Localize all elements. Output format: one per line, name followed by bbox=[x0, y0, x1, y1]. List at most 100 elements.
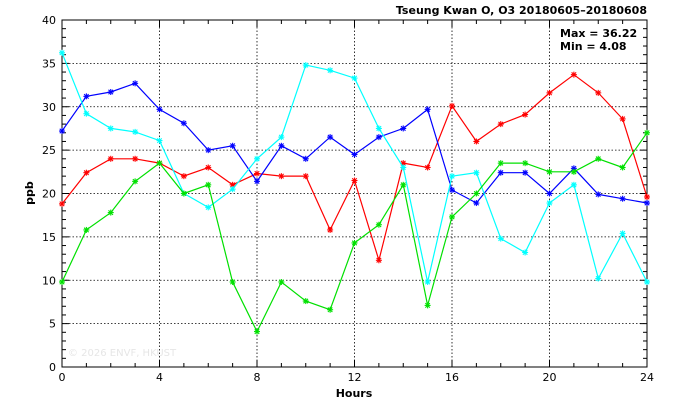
data-point bbox=[522, 249, 529, 256]
data-point bbox=[619, 230, 626, 237]
data-point bbox=[278, 278, 285, 285]
data-point bbox=[351, 151, 358, 158]
series-line bbox=[61, 132, 648, 333]
data-point bbox=[595, 191, 602, 198]
x-tick-label: 4 bbox=[156, 371, 163, 384]
data-point bbox=[400, 164, 407, 171]
data-point bbox=[375, 134, 382, 141]
series-1 bbox=[59, 71, 650, 264]
data-point bbox=[107, 155, 114, 162]
data-point bbox=[278, 173, 285, 180]
data-point bbox=[424, 106, 431, 113]
data-point bbox=[497, 160, 504, 167]
data-point bbox=[254, 178, 260, 185]
data-point bbox=[644, 278, 650, 285]
data-point bbox=[83, 110, 90, 117]
data-point bbox=[327, 306, 334, 313]
chart-title: Tseung Kwan O, O3 20180605–20180608 bbox=[396, 4, 647, 17]
data-point bbox=[205, 181, 212, 188]
data-point bbox=[278, 134, 285, 141]
data-point bbox=[327, 67, 334, 74]
data-point bbox=[449, 213, 455, 220]
data-point bbox=[473, 200, 480, 207]
data-point bbox=[83, 226, 90, 233]
data-point bbox=[619, 115, 626, 122]
data-point bbox=[229, 142, 236, 149]
data-point bbox=[595, 155, 602, 162]
data-point bbox=[156, 137, 163, 144]
data-point bbox=[302, 173, 309, 180]
y-axis-title: ppb bbox=[23, 181, 36, 205]
watermark: © 2026 ENVF, HKUST bbox=[68, 348, 177, 359]
data-point bbox=[302, 298, 309, 305]
data-point bbox=[59, 128, 65, 135]
y-tick-label: 0 bbox=[49, 361, 56, 374]
x-tick-label: 20 bbox=[543, 371, 557, 384]
y-tick-label: 25 bbox=[42, 144, 56, 157]
data-point bbox=[449, 173, 455, 180]
series-3 bbox=[59, 49, 650, 285]
data-point bbox=[497, 121, 504, 128]
data-point bbox=[644, 193, 650, 200]
data-point bbox=[497, 235, 504, 242]
data-point bbox=[546, 200, 553, 207]
data-point bbox=[229, 186, 236, 193]
data-point bbox=[254, 170, 260, 177]
y-tick-label: 15 bbox=[42, 231, 56, 244]
data-point bbox=[156, 106, 163, 113]
data-point bbox=[351, 177, 358, 184]
data-point bbox=[473, 169, 480, 176]
data-point bbox=[132, 80, 139, 87]
y-tick-labels: 0 5 10 15 20 25 30 35 40 bbox=[42, 14, 56, 374]
data-point bbox=[424, 278, 431, 285]
grid bbox=[62, 20, 647, 367]
max-readout: Max = 36.22 bbox=[560, 27, 637, 40]
data-point bbox=[570, 181, 577, 188]
y-tick-label: 35 bbox=[42, 57, 56, 70]
data-point bbox=[205, 164, 212, 171]
data-point bbox=[522, 169, 529, 176]
data-point bbox=[375, 125, 382, 132]
y-tick-label: 30 bbox=[42, 101, 56, 114]
data-point bbox=[302, 155, 309, 162]
axis-ticks bbox=[61, 19, 648, 368]
data-point bbox=[644, 200, 650, 207]
data-point bbox=[107, 89, 114, 96]
data-point bbox=[400, 181, 407, 188]
data-point bbox=[132, 178, 139, 185]
data-point bbox=[449, 187, 455, 194]
data-point bbox=[570, 168, 577, 175]
x-tick-labels: 0 4 8 12 16 20 24 bbox=[59, 371, 655, 384]
data-point bbox=[497, 169, 504, 176]
data-point bbox=[180, 190, 187, 197]
series-group bbox=[59, 49, 650, 335]
data-point bbox=[522, 160, 529, 167]
data-point bbox=[132, 128, 139, 135]
data-point bbox=[375, 221, 382, 228]
data-point bbox=[449, 102, 455, 109]
data-point bbox=[473, 190, 480, 197]
data-point bbox=[570, 71, 577, 78]
data-point bbox=[302, 62, 309, 69]
data-point bbox=[132, 155, 139, 162]
data-point bbox=[546, 89, 553, 96]
x-tick-label: 24 bbox=[640, 371, 654, 384]
data-point bbox=[400, 125, 407, 132]
data-point bbox=[278, 142, 285, 149]
data-point bbox=[229, 278, 236, 285]
data-point bbox=[619, 195, 626, 202]
series-4 bbox=[59, 129, 650, 335]
data-point bbox=[205, 147, 212, 154]
data-point bbox=[424, 164, 431, 171]
data-point bbox=[254, 155, 260, 162]
data-point bbox=[546, 190, 553, 197]
data-point bbox=[205, 204, 212, 211]
y-tick-label: 40 bbox=[42, 14, 56, 27]
data-point bbox=[375, 257, 382, 264]
y-tick-label: 20 bbox=[42, 188, 56, 201]
data-point bbox=[180, 173, 187, 180]
x-tick-label: 16 bbox=[445, 371, 459, 384]
data-point bbox=[424, 302, 431, 309]
data-point bbox=[473, 138, 480, 145]
